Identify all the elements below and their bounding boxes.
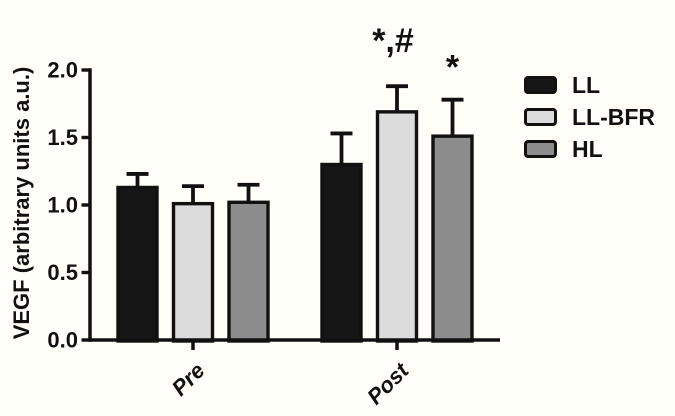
bar-HL-Pre xyxy=(227,200,270,343)
legend: LL LL-BFR HL xyxy=(524,72,656,172)
x-category-label-Pre: Pre xyxy=(167,358,210,401)
bar-LL-Post xyxy=(320,162,363,343)
legend-item-ll: LL xyxy=(524,72,655,98)
legend-label-ll-bfr: LL-BFR xyxy=(572,104,656,130)
bar-LL-BFR-Post xyxy=(375,110,419,343)
y-tick-label-1.0: 1.0 xyxy=(47,193,78,218)
legend-swatch-ll xyxy=(524,76,557,94)
y-tick-label-2.0: 2.0 xyxy=(47,58,78,83)
x-category-label-Post: Post xyxy=(362,357,415,410)
legend-item-hl: HL xyxy=(524,136,655,162)
annotation-HL-Post: * xyxy=(446,49,460,87)
legend-label-hl: HL xyxy=(572,136,603,162)
y-tick-label-1.5: 1.5 xyxy=(47,125,78,150)
legend-swatch-hl xyxy=(524,140,557,158)
y-axis-title: VEGF (arbitrary units a.u.) xyxy=(9,67,34,340)
bar-LL-Pre xyxy=(116,185,159,343)
legend-label-ll: LL xyxy=(572,72,601,98)
legend-swatch-ll-bfr xyxy=(524,108,557,126)
y-tick-label-0.0: 0.0 xyxy=(47,328,78,353)
legend-item-ll-bfr: LL-BFR xyxy=(524,104,656,130)
y-tick-label-0.5: 0.5 xyxy=(47,260,78,285)
bar-LL-BFR-Pre xyxy=(171,201,215,343)
annotation-LL-BFR-Post: *,# xyxy=(372,22,414,60)
bar-HL-Post xyxy=(431,134,474,343)
